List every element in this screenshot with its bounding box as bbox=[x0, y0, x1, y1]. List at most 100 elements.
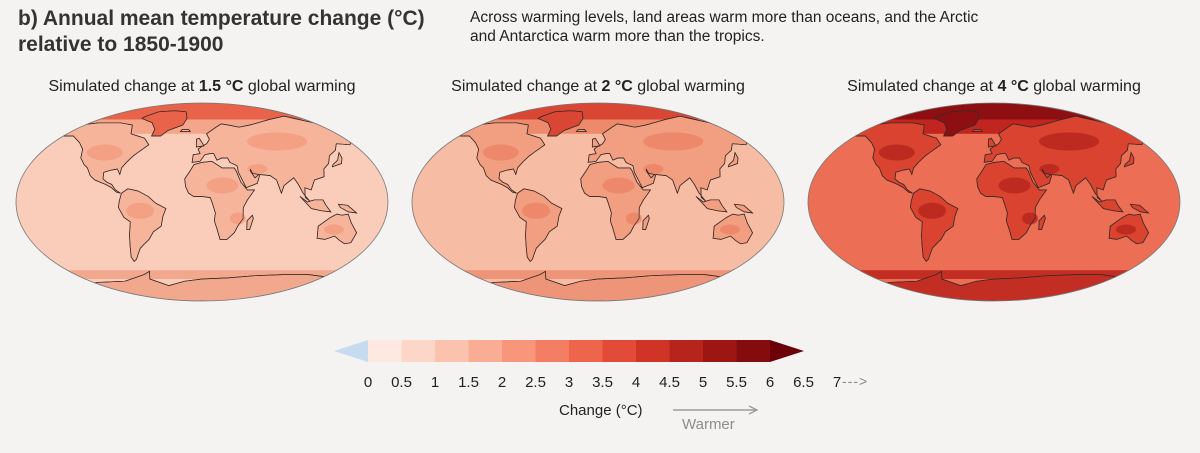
warming-hotspot bbox=[126, 202, 155, 219]
world-map-1-5 bbox=[15, 102, 389, 302]
legend-tick-label: 1 bbox=[430, 374, 440, 391]
legend-tick-label: 0 bbox=[363, 374, 373, 391]
legend-swatch bbox=[435, 340, 469, 362]
legend-label: Change (°C) bbox=[559, 402, 643, 419]
map-panel-4: Simulated change at 4 °C global warming bbox=[804, 76, 1184, 304]
warming-hotspot bbox=[719, 224, 740, 235]
coastline-eurasia bbox=[191, 115, 367, 202]
legend-tick-label: 6.5 bbox=[793, 374, 814, 391]
subarctic-band bbox=[16, 119, 388, 134]
warming-hotspot bbox=[643, 132, 704, 151]
coastline-indonesia bbox=[299, 196, 332, 213]
panel-title-prefix: Simulated change at bbox=[48, 78, 199, 95]
panel-title-suffix: global warming bbox=[632, 78, 745, 95]
southern-ocean-band bbox=[16, 270, 388, 279]
coastline-iceland bbox=[971, 129, 984, 132]
warming-hotspot bbox=[1021, 212, 1038, 225]
legend-tick-label: 2.5 bbox=[525, 374, 546, 391]
warmer-label: Warmer bbox=[682, 416, 735, 433]
coastline-madagascar bbox=[246, 214, 254, 230]
coastline-greenland bbox=[141, 110, 188, 137]
coastline-northamerica bbox=[446, 122, 546, 194]
panel-title-suffix: global warming bbox=[1028, 78, 1141, 95]
coastline-newguinea bbox=[1129, 203, 1150, 214]
warming-hotspot bbox=[625, 212, 642, 225]
legend-swatch bbox=[602, 340, 637, 362]
legend-swatch bbox=[401, 340, 436, 362]
coastline-australia bbox=[712, 213, 754, 245]
coastline-eurasia bbox=[983, 115, 1159, 202]
southern-ocean-band bbox=[808, 270, 1180, 279]
coastline-africa bbox=[580, 160, 652, 240]
warming-hotspot bbox=[522, 202, 551, 219]
legend-below-triangle bbox=[334, 340, 368, 362]
figure-description: Across warming levels, land areas warm m… bbox=[470, 8, 1070, 46]
warming-hotspot bbox=[998, 177, 1031, 194]
warming-hotspot bbox=[229, 212, 246, 225]
legend-tick-label: 7 bbox=[832, 374, 842, 391]
panel-title-suffix: global warming bbox=[243, 78, 356, 95]
coastline-japan bbox=[331, 151, 343, 168]
warming-hotspot bbox=[247, 164, 268, 174]
coastline-arabia_sea bbox=[1041, 168, 1052, 179]
warming-hotspot bbox=[643, 164, 664, 174]
legend-tick-label: 5.5 bbox=[726, 374, 747, 391]
world-map-4 bbox=[807, 102, 1181, 302]
map-panel-1-5: Simulated change at 1.5 °C global warmin… bbox=[12, 76, 392, 304]
subarctic-band bbox=[808, 119, 1180, 134]
warming-hotspot bbox=[247, 132, 308, 151]
legend-swatch bbox=[636, 340, 670, 362]
coastline-africa bbox=[184, 160, 256, 240]
subarctic-band bbox=[412, 119, 784, 134]
coastline-southamerica bbox=[118, 188, 167, 262]
legend-swatch bbox=[502, 340, 536, 362]
warming-hotspot bbox=[1039, 164, 1060, 174]
warming-hotspot bbox=[1039, 132, 1100, 151]
map-border bbox=[15, 102, 389, 302]
legend-swatch bbox=[368, 340, 402, 362]
panel-title-level: 1.5 °C bbox=[198, 78, 244, 95]
coastline-japan bbox=[1123, 151, 1135, 168]
legend-tick-label: 6 bbox=[765, 374, 775, 391]
warming-hotspot bbox=[482, 144, 519, 161]
warming-hotspot bbox=[1115, 224, 1136, 235]
map-border bbox=[411, 102, 785, 302]
coastline-australia bbox=[316, 213, 358, 245]
coastline-southamerica bbox=[910, 188, 959, 262]
panel-title-1-5: Simulated change at 1.5 °C global warmin… bbox=[12, 76, 392, 98]
legend-tick-label: 3.5 bbox=[592, 374, 613, 391]
coastline-eurasia bbox=[587, 115, 763, 202]
figure-title: b) Annual mean temperature change (°C) r… bbox=[18, 6, 458, 58]
warming-hotspot bbox=[86, 144, 123, 161]
panel-title-level: 2 °C bbox=[601, 78, 633, 95]
panel-title-2: Simulated change at 2 °C global warming bbox=[408, 76, 788, 98]
warming-hotspot bbox=[918, 202, 947, 219]
legend-tick-label: 4 bbox=[631, 374, 641, 391]
coastline-uk bbox=[987, 137, 997, 148]
coastline-iceland bbox=[179, 129, 192, 132]
legend-colorbar bbox=[334, 340, 804, 362]
legend-swatch bbox=[669, 340, 704, 362]
warming-hotspot bbox=[206, 177, 239, 194]
legend-tick-label: 1.5 bbox=[458, 374, 479, 391]
coastline-northamerica bbox=[50, 122, 150, 194]
figure-title-line1: b) Annual mean temperature change (°C) bbox=[18, 7, 425, 30]
legend-tick-label: 2 bbox=[497, 374, 507, 391]
warming-hotspot bbox=[878, 144, 915, 161]
coastline-arabia_sea bbox=[645, 168, 656, 179]
legend-above-triangle bbox=[770, 340, 804, 362]
legend-swatch bbox=[736, 340, 771, 362]
coastline-greenland bbox=[537, 110, 584, 137]
legend-swatch bbox=[569, 340, 603, 362]
warming-hotspot bbox=[602, 177, 635, 194]
coastline-iceland bbox=[575, 129, 588, 132]
coastline-northamerica bbox=[842, 122, 942, 194]
panel-title-4: Simulated change at 4 °C global warming bbox=[804, 76, 1184, 98]
figure-title-line2: relative to 1850-1900 bbox=[18, 33, 224, 56]
description-line1: Across warming levels, land areas warm m… bbox=[470, 9, 979, 26]
coastline-newguinea bbox=[733, 203, 754, 214]
coastline-japan bbox=[727, 151, 739, 168]
coastline-newguinea bbox=[337, 203, 358, 214]
coastline-uk bbox=[591, 137, 601, 148]
legend-more-arrow: ---> bbox=[842, 373, 869, 389]
